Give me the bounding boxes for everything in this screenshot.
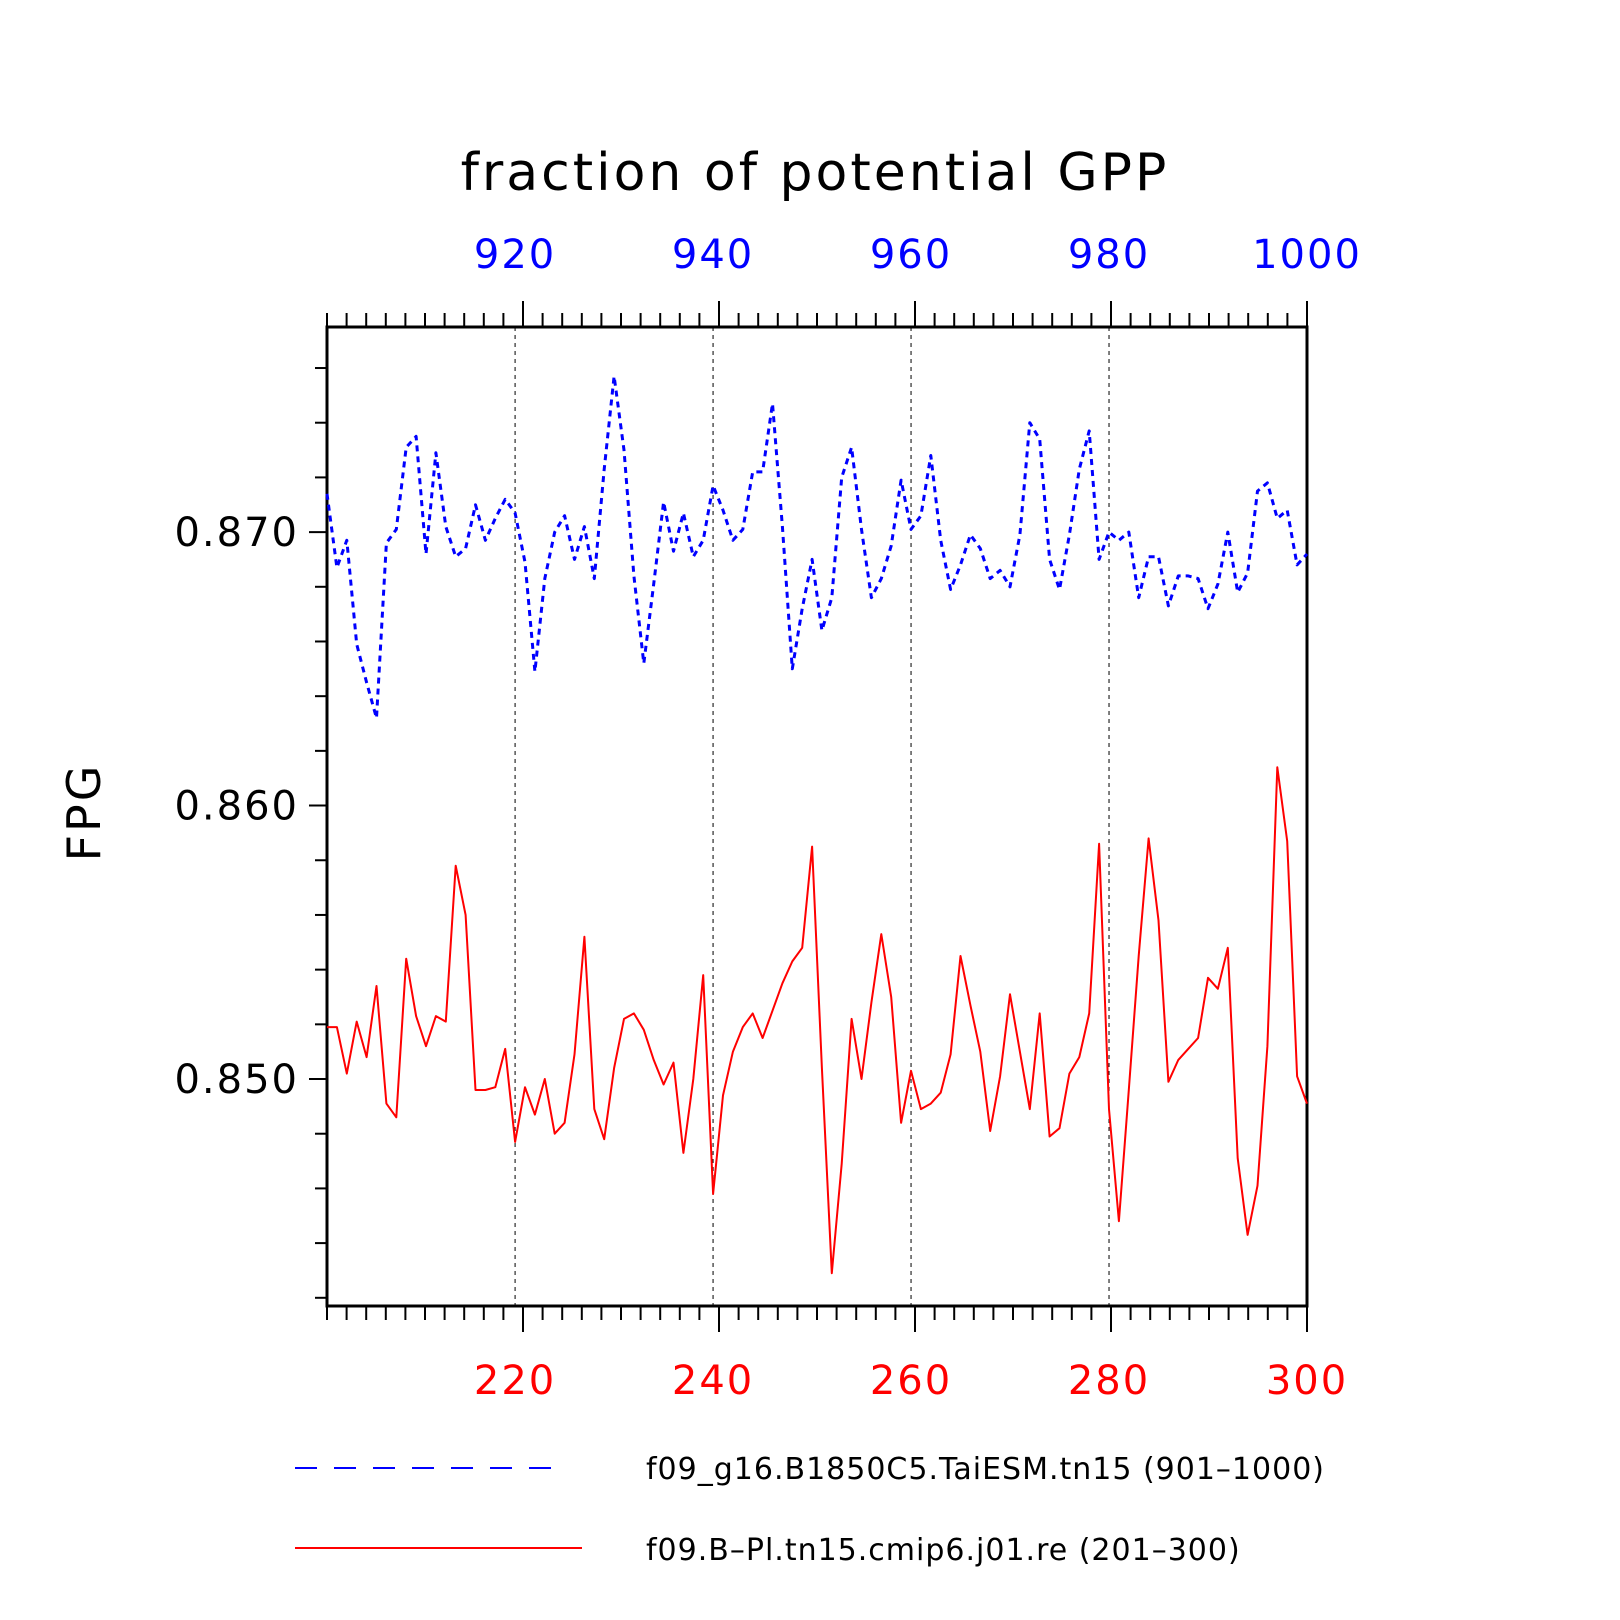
- bottom-tick-label: 240: [672, 1358, 754, 1404]
- y-tick-label: 0.870: [174, 510, 299, 556]
- legend: f09_g16.B1850C5.TaiESM.tn15 (901–1000) f0…: [295, 1452, 1325, 1568]
- bottom-tick-label: 300: [1266, 1358, 1348, 1404]
- y-tick-label: 0.860: [174, 784, 299, 830]
- series-lines: [325, 374, 1309, 1275]
- top-tick-label: 1000: [1252, 232, 1362, 278]
- grid-lines: [514, 327, 1110, 1306]
- bottom-tick-label: 220: [474, 1358, 556, 1404]
- axes: 0.850 0.860 0.870 920 940 960 980 1000 220 240 260…: [174, 232, 1362, 1404]
- series-line-1: [325, 374, 1309, 720]
- series-line-2: [327, 766, 1308, 1275]
- top-tick-label: 960: [870, 232, 952, 278]
- top-tick-label: 920: [474, 232, 556, 278]
- y-axis-label: FPG: [57, 763, 111, 862]
- chart-title: fraction of potential GPP: [461, 143, 1170, 203]
- y-tick-label: 0.850: [174, 1057, 299, 1103]
- legend-label-2: f09.B–Pl.tn15.cmip6.j01.re (201–300): [646, 1533, 1241, 1568]
- plot-frame: [325, 325, 1309, 1308]
- bottom-tick-label: 280: [1068, 1358, 1150, 1404]
- legend-label-1: f09_g16.B1850C5.TaiESM.tn15 (901–1000): [646, 1452, 1325, 1487]
- top-tick-label: 940: [672, 232, 754, 278]
- bottom-tick-label: 260: [870, 1358, 952, 1404]
- top-tick-label: 980: [1068, 232, 1150, 278]
